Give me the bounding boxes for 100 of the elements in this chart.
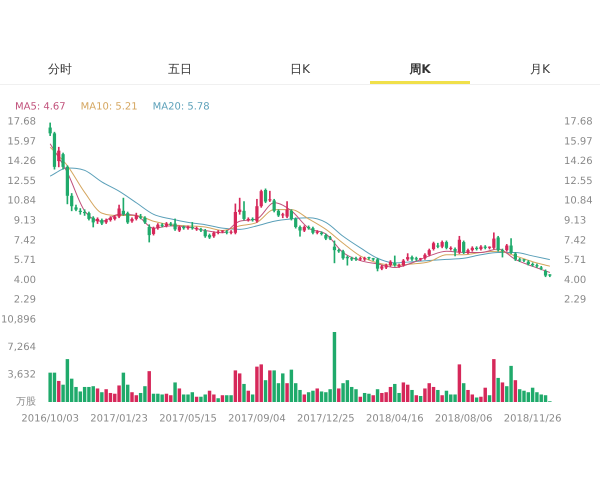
- candlestick: [332, 240, 336, 264]
- bar: [48, 372, 52, 402]
- bar: [453, 394, 457, 402]
- bar: [474, 397, 478, 402]
- bar: [402, 382, 406, 402]
- bar: [238, 373, 242, 402]
- bar: [122, 372, 126, 402]
- y-tick-label: 10.84: [7, 196, 36, 207]
- bar: [367, 394, 371, 402]
- y-tick-label: 15.97: [7, 136, 36, 148]
- bar: [57, 380, 60, 402]
- bar: [518, 389, 522, 402]
- bar: [320, 391, 324, 402]
- y2-tick-label: 14.26: [564, 156, 593, 168]
- bar: [104, 389, 108, 402]
- bar: [199, 396, 203, 402]
- bar: [148, 371, 151, 402]
- bar: [337, 388, 340, 402]
- bar: [470, 394, 474, 402]
- bar: [346, 380, 350, 402]
- x-tick-label: 2017/12/25: [297, 414, 355, 425]
- bar: [492, 359, 496, 402]
- y-tick-label: 2.29: [14, 294, 36, 306]
- bar: [380, 392, 384, 402]
- text: MA10: 5.21: [80, 102, 138, 113]
- bar: [164, 394, 168, 402]
- bar: [458, 364, 462, 402]
- bar: [462, 383, 466, 402]
- bar: [173, 382, 177, 402]
- y2-tick-label: 4.00: [564, 274, 586, 286]
- bar: [78, 391, 82, 402]
- y-tick-label: 4.00: [14, 274, 36, 286]
- bar: [285, 383, 289, 402]
- bar: [372, 395, 375, 402]
- bar: [358, 396, 362, 402]
- bar: [208, 390, 212, 402]
- bar: [290, 370, 294, 402]
- bar: [311, 390, 315, 402]
- x-tick-label: 2018/08/06: [434, 414, 493, 425]
- bar: [500, 382, 504, 402]
- text: MA5: 4.67: [15, 102, 66, 113]
- bar: [332, 332, 336, 402]
- y-tick-label: 7,264: [7, 342, 36, 353]
- bar: [418, 396, 422, 402]
- bar: [66, 359, 70, 402]
- bar: [234, 370, 238, 402]
- bar: [530, 388, 534, 402]
- y2-tick-label: 15.97: [564, 136, 593, 148]
- bar: [212, 394, 216, 402]
- bar: [87, 386, 91, 402]
- y2-tick-label: 10.84: [564, 196, 593, 207]
- bar: [388, 386, 392, 402]
- bar: [432, 386, 436, 402]
- text: MA20: 5.78: [152, 102, 210, 113]
- bar: [178, 388, 182, 402]
- bar: [229, 395, 233, 402]
- bar: [220, 395, 224, 402]
- bar: [52, 372, 56, 402]
- bar: [250, 394, 254, 402]
- bar: [117, 385, 121, 402]
- bar: [341, 383, 345, 402]
- x-tick-label: 2018/04/16: [366, 414, 424, 425]
- x-tick-label: 2017/01/23: [90, 414, 148, 425]
- x-tick-label: 2016/10/03: [21, 414, 79, 425]
- bar: [272, 370, 276, 402]
- x-tick-label: 2018/11/26: [504, 414, 562, 425]
- bar: [306, 392, 310, 402]
- bar: [444, 390, 448, 402]
- bar: [509, 366, 513, 402]
- x-tick-label: 2017/05/15: [159, 414, 217, 425]
- y-tick-label: 12.55: [7, 176, 36, 187]
- bar: [324, 392, 328, 402]
- text: 周K: [408, 61, 432, 78]
- bar: [362, 392, 366, 402]
- text: 五日: [167, 61, 193, 78]
- text: 分时: [47, 61, 73, 78]
- y-tick-label: 14.26: [7, 156, 36, 168]
- bar: [302, 394, 306, 402]
- bar: [246, 390, 250, 402]
- bar: [376, 389, 380, 402]
- candlestick: [453, 248, 457, 256]
- bar: [108, 392, 112, 402]
- bar: [143, 386, 147, 402]
- text: 月K: [529, 61, 551, 78]
- bar: [268, 370, 272, 402]
- bar: [190, 392, 194, 402]
- bar: [436, 390, 440, 402]
- y2-tick-label: 5.71: [564, 255, 586, 266]
- bar: [160, 394, 164, 402]
- bar: [488, 395, 492, 402]
- y-tick-label: 17.68: [7, 116, 36, 128]
- y2-tick-label: 7.42: [564, 235, 586, 246]
- bar: [440, 395, 444, 402]
- bar: [194, 396, 198, 402]
- y-tick-label: 10,896: [1, 314, 36, 326]
- text: 日K: [289, 61, 311, 78]
- y2-tick-label: 17.68: [564, 116, 593, 128]
- x-tick-label: 2017/09/04: [228, 414, 286, 425]
- y-tick-label: 7.42: [14, 235, 36, 246]
- bar: [152, 394, 156, 402]
